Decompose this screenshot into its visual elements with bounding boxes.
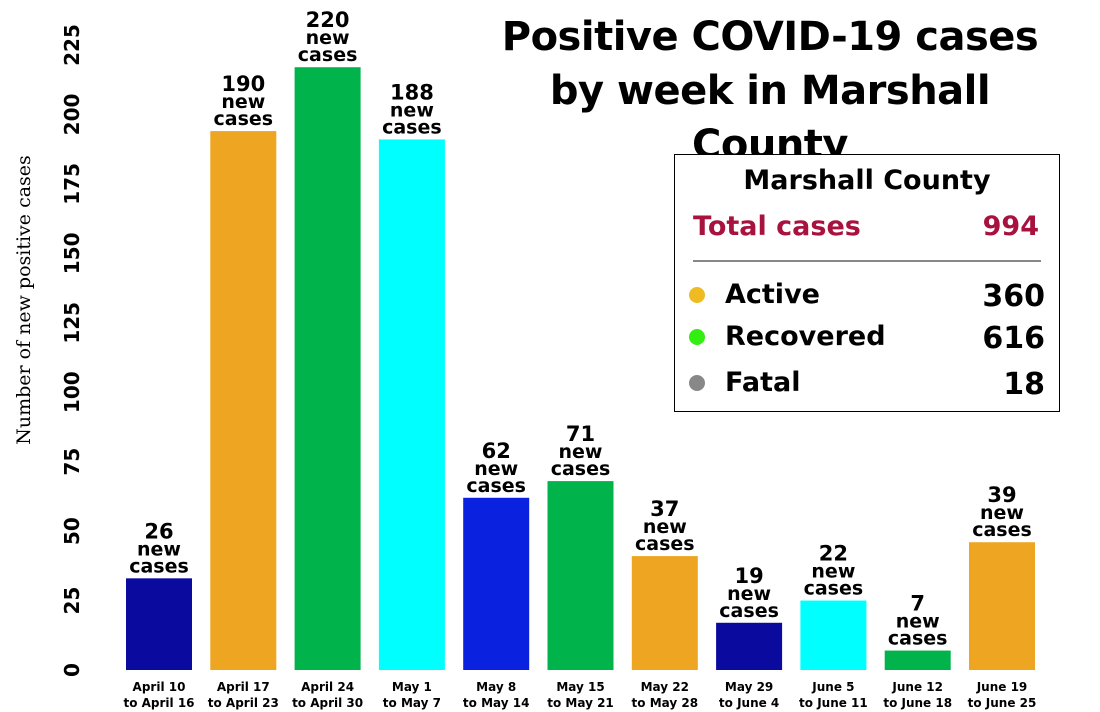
data-label-text: new bbox=[896, 611, 940, 633]
x-tick-label: April 10 bbox=[133, 680, 186, 694]
data-label-value: 190 bbox=[221, 72, 265, 96]
data-label-value: 22 bbox=[819, 542, 848, 566]
bar bbox=[631, 556, 698, 670]
x-tick-label: to April 16 bbox=[123, 696, 194, 710]
data-label-text: new bbox=[221, 91, 265, 113]
data-label-value: 62 bbox=[482, 439, 511, 463]
y-tick-label: 200 bbox=[60, 94, 84, 136]
data-label-text: cases bbox=[214, 108, 274, 130]
bar bbox=[463, 497, 530, 670]
x-tick-label: to June 4 bbox=[719, 696, 779, 710]
data-label-text: cases bbox=[635, 533, 695, 555]
x-tick-label: to June 25 bbox=[968, 696, 1037, 710]
data-label-text: cases bbox=[804, 578, 864, 600]
bar bbox=[378, 139, 445, 670]
data-label-text: new bbox=[474, 458, 518, 480]
bar bbox=[800, 600, 867, 670]
x-tick-label: to June 11 bbox=[799, 696, 868, 710]
x-tick-label: April 17 bbox=[217, 680, 270, 694]
bar bbox=[884, 650, 951, 670]
x-tick-label: June 12 bbox=[891, 680, 943, 694]
x-tick-label: May 1 bbox=[392, 680, 432, 694]
data-label-text: new bbox=[727, 583, 771, 605]
data-label-text: cases bbox=[888, 628, 948, 650]
legend-value-fatal: 18 bbox=[1003, 367, 1045, 402]
x-tick-label: to June 18 bbox=[883, 696, 952, 710]
legend-value-active: 360 bbox=[982, 279, 1045, 314]
bar bbox=[969, 542, 1035, 670]
chart-title: Positive COVID-19 cases by week in Marsh… bbox=[470, 10, 1070, 172]
bar bbox=[716, 622, 783, 670]
total-cases-value: 994 bbox=[982, 211, 1039, 242]
bar bbox=[210, 131, 277, 671]
data-label-text: new bbox=[643, 516, 687, 538]
y-tick-label: 25 bbox=[60, 587, 84, 615]
y-tick-label: 0 bbox=[60, 663, 84, 677]
chart-title-line-1: Positive COVID-19 cases bbox=[501, 14, 1039, 60]
x-tick-label: April 24 bbox=[301, 680, 354, 694]
data-label-text: cases bbox=[129, 555, 189, 577]
data-label-text: cases bbox=[298, 44, 358, 66]
data-label-text: cases bbox=[972, 519, 1032, 541]
data-label-text: cases bbox=[382, 116, 442, 138]
legend-label-fatal: Fatal bbox=[725, 367, 801, 398]
x-tick-label: to April 23 bbox=[208, 696, 279, 710]
data-label-text: new bbox=[559, 441, 603, 463]
x-tick-label: to May 21 bbox=[547, 696, 614, 710]
fatal-dot-icon bbox=[689, 375, 705, 391]
active-dot-icon bbox=[689, 287, 705, 303]
legend-row-recovered: Recovered 616 bbox=[675, 321, 1059, 361]
data-label-text: new bbox=[980, 502, 1024, 524]
data-label-value: 26 bbox=[144, 519, 173, 543]
bar bbox=[547, 481, 614, 670]
legend-label-active: Active bbox=[725, 279, 820, 310]
data-label-value: 7 bbox=[910, 592, 925, 616]
y-tick-label: 175 bbox=[60, 163, 84, 205]
data-label-text: new bbox=[390, 99, 434, 121]
legend-row-active: Active 360 bbox=[675, 279, 1059, 319]
chart-title-line-2: by week in Marshall County bbox=[549, 68, 991, 168]
legend-value-recovered: 616 bbox=[982, 321, 1045, 356]
x-tick-label: May 8 bbox=[476, 680, 516, 694]
x-tick-label: to May 7 bbox=[383, 696, 441, 710]
x-tick-label: May 29 bbox=[725, 680, 773, 694]
legend-row-fatal: Fatal 18 bbox=[675, 367, 1059, 407]
data-label-text: new bbox=[811, 561, 855, 583]
data-label-value: 188 bbox=[390, 80, 434, 104]
y-tick-label: 75 bbox=[60, 448, 84, 476]
data-label-text: cases bbox=[551, 458, 611, 480]
y-tick-label: 50 bbox=[60, 517, 84, 545]
data-label-value: 37 bbox=[650, 497, 679, 521]
data-label-text: new bbox=[137, 538, 181, 560]
data-label-text: new bbox=[306, 27, 350, 49]
recovered-dot-icon bbox=[689, 329, 705, 345]
summary-box: Marshall County Total cases 994 Active 3… bbox=[674, 154, 1060, 412]
data-label-text: cases bbox=[719, 600, 779, 622]
x-tick-label: to April 30 bbox=[292, 696, 363, 710]
y-tick-label: 150 bbox=[60, 232, 84, 274]
summary-divider bbox=[693, 260, 1041, 262]
data-label-value: 220 bbox=[306, 8, 350, 32]
y-axis-label-text: Number of new positive cases bbox=[13, 155, 35, 445]
y-tick-label: 125 bbox=[60, 302, 84, 344]
x-tick-label: May 15 bbox=[556, 680, 604, 694]
x-tick-label: May 22 bbox=[641, 680, 689, 694]
total-cases-label: Total cases bbox=[693, 211, 861, 242]
data-label-text: cases bbox=[466, 475, 526, 497]
data-label-value: 19 bbox=[734, 564, 763, 588]
x-tick-label: June 19 bbox=[976, 680, 1028, 694]
x-tick-label: to May 28 bbox=[632, 696, 699, 710]
x-tick-label: June 5 bbox=[811, 680, 854, 694]
data-label-value: 71 bbox=[566, 422, 595, 446]
summary-heading: Marshall County bbox=[743, 165, 991, 196]
data-label-value: 39 bbox=[987, 483, 1016, 507]
y-tick-label: 225 bbox=[60, 24, 84, 66]
bar bbox=[126, 578, 192, 670]
y-tick-label: 100 bbox=[60, 371, 84, 413]
x-tick-label: to May 14 bbox=[463, 696, 530, 710]
legend-label-recovered: Recovered bbox=[725, 321, 886, 352]
bar bbox=[294, 67, 361, 670]
